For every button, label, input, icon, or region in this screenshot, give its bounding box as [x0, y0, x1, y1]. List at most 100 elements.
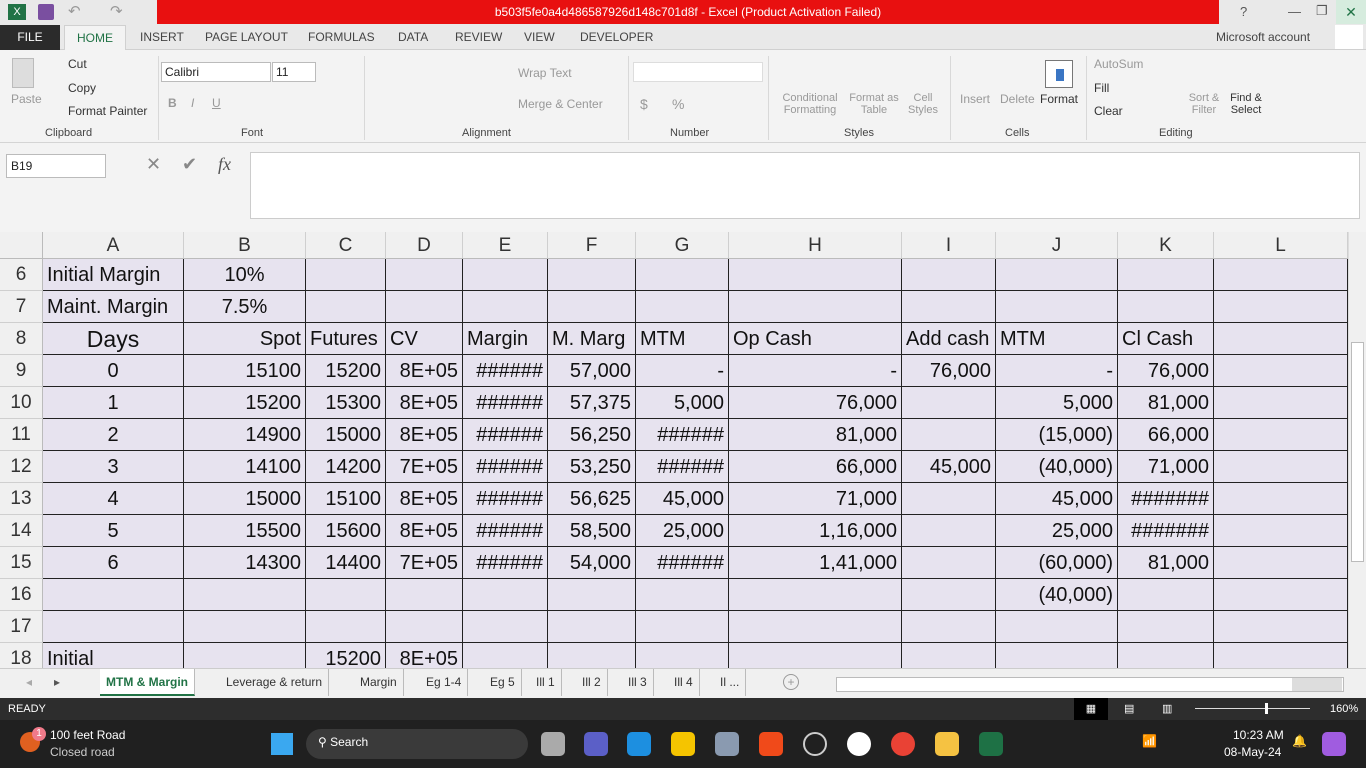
cell-B12[interactable]: 14100 [184, 451, 306, 483]
row-header[interactable]: 18 [0, 643, 43, 668]
cell-H6[interactable] [729, 259, 902, 291]
cell-K18[interactable] [1118, 643, 1214, 668]
cell-H10[interactable]: 76,000 [729, 387, 902, 419]
cell-C8[interactable]: Futures [306, 323, 386, 355]
tab-home[interactable]: HOME [64, 25, 126, 50]
teams-icon[interactable] [584, 732, 608, 756]
cell-L7[interactable] [1214, 291, 1348, 323]
cell-H12[interactable]: 66,000 [729, 451, 902, 483]
cell-K11[interactable]: 66,000 [1118, 419, 1214, 451]
cell-F17[interactable] [548, 611, 636, 643]
font-name-select[interactable]: Calibri [161, 62, 271, 82]
cell-L18[interactable] [1214, 643, 1348, 668]
italic-button[interactable]: I [191, 96, 195, 110]
formula-input[interactable] [250, 152, 1360, 219]
tab-file[interactable]: FILE [0, 25, 60, 50]
cell-K7[interactable] [1118, 291, 1214, 323]
cell-D8[interactable]: CV [386, 323, 463, 355]
cell-B16[interactable] [184, 579, 306, 611]
tab-review[interactable]: REVIEW [455, 30, 503, 44]
cell-L13[interactable] [1214, 483, 1348, 515]
row-header[interactable]: 9 [0, 355, 43, 387]
cell-A8[interactable]: Days [43, 323, 184, 355]
row-header[interactable]: 14 [0, 515, 43, 547]
cell-I17[interactable] [902, 611, 996, 643]
cell-E9[interactable]: ###### [463, 355, 548, 387]
cell-A11[interactable]: 2 [43, 419, 184, 451]
cell-I8[interactable]: Add cash [902, 323, 996, 355]
cell-J7[interactable] [996, 291, 1118, 323]
column-header-H[interactable]: H [729, 232, 902, 259]
redo-icon[interactable]: ↷ [110, 3, 123, 20]
cell-D6[interactable] [386, 259, 463, 291]
wrap-text-button[interactable]: Wrap Text [518, 66, 572, 80]
cell-A16[interactable] [43, 579, 184, 611]
cell-F9[interactable]: 57,000 [548, 355, 636, 387]
cell-G12[interactable]: ###### [636, 451, 729, 483]
conditional-formatting-button[interactable]: Conditional Formatting [782, 92, 838, 116]
restore-button[interactable]: ❐ [1316, 3, 1328, 18]
sheet-tab[interactable]: MTM & Margin [100, 669, 195, 696]
cell-L14[interactable] [1214, 515, 1348, 547]
sheet-tab[interactable]: Ill 3 [622, 669, 654, 696]
cell-L11[interactable] [1214, 419, 1348, 451]
cell-E13[interactable]: ###### [463, 483, 548, 515]
cell-F18[interactable] [548, 643, 636, 668]
cell-I14[interactable] [902, 515, 996, 547]
cell-E6[interactable] [463, 259, 548, 291]
brave-icon[interactable] [759, 732, 783, 756]
cell-C7[interactable] [306, 291, 386, 323]
cell-J8[interactable]: MTM [996, 323, 1118, 355]
cell-L12[interactable] [1214, 451, 1348, 483]
cell-D7[interactable] [386, 291, 463, 323]
cell-K13[interactable]: ####### [1118, 483, 1214, 515]
undo-icon[interactable]: ↶ [68, 3, 81, 20]
row-header[interactable]: 13 [0, 483, 43, 515]
cell-F15[interactable]: 54,000 [548, 547, 636, 579]
search-box[interactable]: ⚲ Search [306, 729, 528, 759]
cell-E12[interactable]: ###### [463, 451, 548, 483]
format-painter-button[interactable]: Format Painter [68, 104, 148, 118]
cell-B6[interactable]: 10% [184, 259, 306, 291]
cell-D18[interactable]: 8E+05 [386, 643, 463, 668]
column-header-K[interactable]: K [1118, 232, 1214, 259]
cell-K16[interactable] [1118, 579, 1214, 611]
whatsapp-icon[interactable] [847, 732, 871, 756]
merge-center-button[interactable]: Merge & Center [518, 97, 603, 111]
cell-K15[interactable]: 81,000 [1118, 547, 1214, 579]
cell-J17[interactable] [996, 611, 1118, 643]
cell-G15[interactable]: ###### [636, 547, 729, 579]
column-header-D[interactable]: D [386, 232, 463, 259]
cell-A9[interactable]: 0 [43, 355, 184, 387]
bold-button[interactable]: B [168, 96, 177, 110]
column-header-I[interactable]: I [902, 232, 996, 259]
cell-J10[interactable]: 5,000 [996, 387, 1118, 419]
cell-G17[interactable] [636, 611, 729, 643]
cell-B7[interactable]: 7.5% [184, 291, 306, 323]
cell-G10[interactable]: 5,000 [636, 387, 729, 419]
cell-E16[interactable] [463, 579, 548, 611]
cell-C13[interactable]: 15100 [306, 483, 386, 515]
paste-button[interactable]: Paste [11, 92, 42, 106]
wifi-icon[interactable]: 📶 [1142, 734, 1157, 748]
cell-D14[interactable]: 8E+05 [386, 515, 463, 547]
tab-view[interactable]: VIEW [524, 30, 555, 44]
cell-H11[interactable]: 81,000 [729, 419, 902, 451]
format-cells-button[interactable]: Format [1040, 92, 1079, 106]
cell-A15[interactable]: 6 [43, 547, 184, 579]
cell-I10[interactable] [902, 387, 996, 419]
sheet-tab[interactable]: Eg 5 [484, 669, 522, 696]
cell-D12[interactable]: 7E+05 [386, 451, 463, 483]
cell-J13[interactable]: 45,000 [996, 483, 1118, 515]
cell-K9[interactable]: 76,000 [1118, 355, 1214, 387]
cell-C15[interactable]: 14400 [306, 547, 386, 579]
underline-button[interactable]: U [212, 96, 221, 110]
cell-A6[interactable]: Initial Margin [43, 259, 184, 291]
cell-F13[interactable]: 56,625 [548, 483, 636, 515]
cell-C9[interactable]: 15200 [306, 355, 386, 387]
tab-developer[interactable]: DEVELOPER [580, 30, 654, 44]
row-header[interactable]: 16 [0, 579, 43, 611]
cell-F14[interactable]: 58,500 [548, 515, 636, 547]
cell-B9[interactable]: 15100 [184, 355, 306, 387]
autosum-button[interactable]: AutoSum [1094, 57, 1144, 71]
